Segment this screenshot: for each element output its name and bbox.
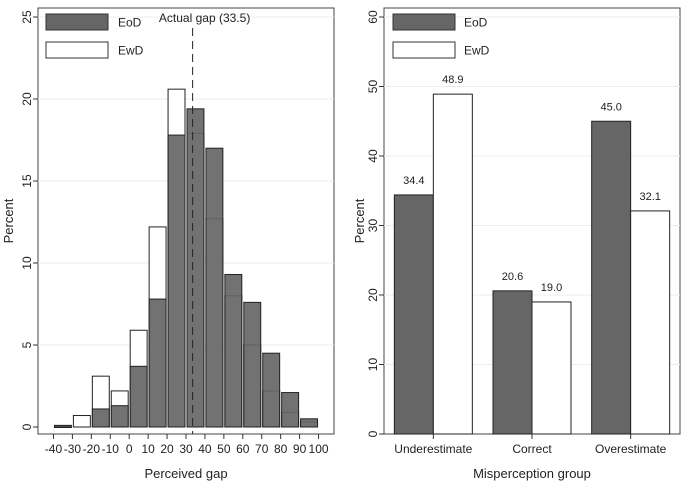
eod-hist-bar xyxy=(110,405,129,428)
eod-bar-label: 34.4 xyxy=(403,175,424,187)
eod-hist-bar xyxy=(224,273,243,428)
left-y-tick-label: 15 xyxy=(20,174,34,188)
left-y-tick-label: 25 xyxy=(20,10,34,24)
left-x-tick-label: 100 xyxy=(309,442,329,456)
left-legend-ewd-label: EwD xyxy=(118,44,144,58)
eod-bar xyxy=(591,120,632,435)
ewd-bar-label: 48.9 xyxy=(442,74,463,86)
right-legend-eod-swatch xyxy=(392,13,456,31)
ewd-hist-bar xyxy=(72,415,91,428)
left-y-axis: 0 5 10 15 20 25 xyxy=(20,10,38,430)
ewd-bar-label: 19.0 xyxy=(541,282,562,294)
eod-hist-bar xyxy=(167,134,186,428)
left-y-tick-label: 10 xyxy=(20,256,34,270)
left-x-tick-label: 0 xyxy=(126,442,133,456)
right-x-tick-label: Underestimate xyxy=(394,442,472,456)
right-legend-ewd-label: EwD xyxy=(464,44,490,58)
left-y-tick-label: 0 xyxy=(20,423,34,430)
right-y-tick-label: 20 xyxy=(366,288,380,302)
left-x-tick-label: 70 xyxy=(255,442,269,456)
eod-hist-bar xyxy=(91,408,110,428)
left-x-tick-label: 30 xyxy=(179,442,193,456)
ewd-bar xyxy=(432,93,473,435)
eod-hist-bar xyxy=(186,108,205,428)
left-x-tick-label: -30 xyxy=(64,442,82,456)
eod-hist-bar xyxy=(148,298,167,428)
left-legend-eod-label: EoD xyxy=(118,16,142,30)
left-x-tick-label: 80 xyxy=(274,442,288,456)
left-legend: EoD EwD xyxy=(45,13,144,59)
eod-hist-bar xyxy=(300,418,319,428)
right-bars: 34.4 48.9 20.6 19.0 45.0 32.1 xyxy=(393,74,671,435)
right-legend-eod-label: EoD xyxy=(464,16,488,30)
right-x-axis: Underestimate Correct Overestimate xyxy=(394,434,667,456)
right-y-axis: 0 10 20 30 40 50 60 xyxy=(366,10,384,437)
left-x-axis: -40 -30 -20 -10 0 10 20 30 40 50 60 70 80 90 100 xyxy=(45,434,329,456)
left-x-tick-label: 20 xyxy=(160,442,174,456)
eod-hist-bar xyxy=(129,365,148,428)
ewd-bar xyxy=(630,210,671,435)
left-legend-ewd-swatch xyxy=(45,41,109,59)
left-x-tick-label: 10 xyxy=(141,442,155,456)
ewd-bar-label: 32.1 xyxy=(639,191,660,203)
eod-bar-label: 45.0 xyxy=(600,101,621,113)
left-legend-eod-swatch xyxy=(45,13,109,31)
left-eod-bars xyxy=(53,108,319,428)
right-y-tick-label: 60 xyxy=(366,10,380,24)
right-y-tick-label: 0 xyxy=(366,430,380,437)
left-x-tick-label: -20 xyxy=(83,442,101,456)
left-y-tick-label: 5 xyxy=(20,341,34,348)
right-legend-ewd-swatch xyxy=(392,41,456,59)
right-y-tick-label: 30 xyxy=(366,219,380,233)
right-x-axis-title: Misperception group xyxy=(473,466,591,481)
left-y-axis-title: Percent xyxy=(1,198,16,243)
left-y-tick-label: 20 xyxy=(20,92,34,106)
eod-hist-bar xyxy=(205,147,224,428)
eod-hist-bar xyxy=(281,392,300,428)
left-x-axis-title: Perceived gap xyxy=(144,466,227,481)
right-y-tick-label: 10 xyxy=(366,358,380,372)
eod-bar-label: 20.6 xyxy=(502,271,523,283)
eod-hist-bar xyxy=(53,424,72,428)
misperception-panel: 0 10 20 30 40 50 60 Underestimate Correct Overes… xyxy=(352,7,681,481)
eod-bar xyxy=(492,290,533,435)
histogram-panel: 0 5 10 15 20 25 -40 -30 -20 -10 0 10 20 30 40 50 60 70 80… xyxy=(1,7,335,481)
right-legend: EoD EwD xyxy=(392,13,490,59)
actual-gap-label: Actual gap (33.5) xyxy=(159,11,250,25)
right-y-axis-title: Percent xyxy=(352,198,367,243)
left-x-tick-label: 60 xyxy=(236,442,250,456)
right-x-tick-label: Overestimate xyxy=(595,442,667,456)
ewd-bar xyxy=(531,301,572,435)
eod-hist-bar xyxy=(262,352,281,428)
left-x-tick-label: 40 xyxy=(198,442,212,456)
right-x-tick-label: Correct xyxy=(512,442,552,456)
eod-bar xyxy=(393,194,434,435)
left-gridlines xyxy=(38,16,334,346)
left-x-tick-label: -40 xyxy=(45,442,63,456)
right-y-tick-label: 50 xyxy=(366,80,380,94)
left-x-tick-label: 90 xyxy=(293,442,307,456)
left-x-tick-label: 50 xyxy=(217,442,231,456)
eod-hist-bar xyxy=(243,301,262,428)
right-y-tick-label: 40 xyxy=(366,149,380,163)
left-x-tick-label: -10 xyxy=(102,442,120,456)
